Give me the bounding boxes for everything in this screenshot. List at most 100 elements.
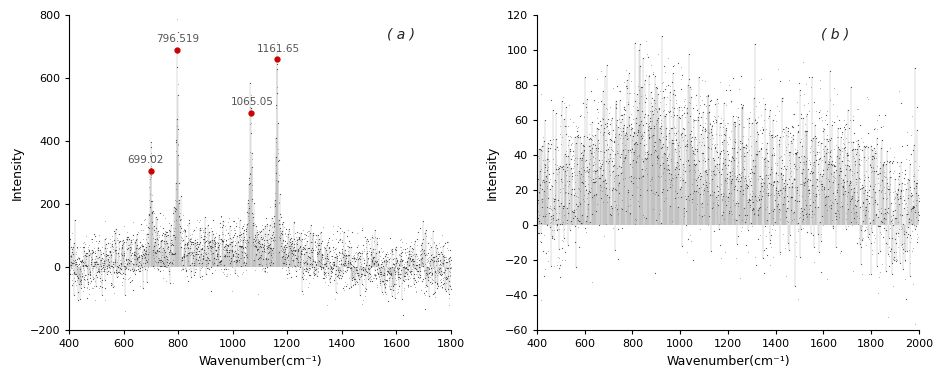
- Point: [560, 205, 575, 211]
- Point: [734, 105, 750, 111]
- Point: [637, 151, 652, 157]
- Point: [657, 113, 672, 119]
- Point: [284, 250, 299, 256]
- Point: [303, 265, 318, 271]
- Point: [443, 283, 458, 289]
- Point: [599, 199, 615, 205]
- Point: [143, 154, 158, 160]
- Point: [563, 148, 578, 154]
- Point: [746, 206, 761, 212]
- Point: [820, 149, 835, 155]
- Point: [645, 96, 660, 102]
- Point: [761, 180, 776, 186]
- Point: [434, 249, 449, 255]
- Point: [797, 179, 812, 185]
- Point: [751, 77, 767, 83]
- Point: [97, 236, 112, 242]
- Point: [624, 163, 639, 169]
- Point: [287, 262, 302, 268]
- Point: [566, 207, 582, 213]
- Point: [387, 246, 402, 252]
- Point: [539, 174, 554, 180]
- Point: [214, 229, 229, 235]
- Point: [119, 233, 134, 240]
- Point: [888, 215, 903, 221]
- Point: [693, 172, 708, 179]
- Point: [278, 255, 293, 262]
- Point: [748, 116, 763, 122]
- Point: [285, 244, 300, 251]
- Point: [683, 128, 699, 134]
- Point: [200, 222, 215, 228]
- Point: [408, 277, 423, 283]
- Point: [395, 257, 410, 263]
- Point: [218, 253, 233, 259]
- Point: [315, 252, 330, 258]
- Point: [150, 259, 165, 265]
- Point: [746, 158, 761, 164]
- Point: [750, 151, 765, 157]
- Point: [645, 108, 660, 114]
- Point: [89, 283, 104, 289]
- Point: [531, 197, 546, 204]
- Point: [865, 147, 880, 153]
- Point: [308, 259, 323, 265]
- Point: [590, 167, 605, 173]
- Point: [705, 200, 720, 207]
- Point: [386, 265, 401, 271]
- Point: [614, 150, 629, 157]
- Point: [168, 208, 183, 215]
- Point: [233, 230, 248, 236]
- Point: [842, 198, 857, 204]
- Point: [94, 244, 110, 250]
- Point: [90, 269, 105, 275]
- Point: [137, 247, 152, 253]
- Point: [596, 159, 611, 165]
- Point: [264, 247, 279, 253]
- Point: [180, 250, 195, 256]
- Point: [278, 244, 294, 250]
- Point: [311, 265, 326, 271]
- Point: [81, 266, 96, 272]
- Point: [125, 265, 140, 271]
- Point: [379, 261, 394, 267]
- Point: [277, 248, 292, 254]
- Point: [408, 265, 423, 271]
- Point: [871, 175, 886, 181]
- Point: [234, 243, 249, 249]
- Point: [128, 267, 143, 273]
- Point: [694, 184, 709, 190]
- Point: [898, 171, 913, 177]
- Point: [818, 159, 833, 165]
- Point: [851, 105, 866, 111]
- Point: [566, 157, 582, 163]
- Point: [217, 236, 232, 242]
- Point: [341, 248, 356, 254]
- Point: [819, 136, 834, 142]
- Point: [340, 227, 355, 233]
- Point: [427, 269, 442, 276]
- Point: [806, 159, 821, 165]
- Point: [291, 257, 306, 263]
- Point: [673, 194, 688, 200]
- Point: [111, 269, 126, 276]
- Point: [772, 206, 787, 212]
- Point: [177, 229, 193, 235]
- Point: [216, 239, 231, 245]
- Point: [188, 243, 203, 249]
- Point: [550, 197, 565, 203]
- Point: [612, 88, 627, 94]
- Point: [887, 194, 902, 200]
- Point: [818, 175, 834, 181]
- Point: [778, 273, 793, 279]
- Point: [208, 241, 223, 247]
- Point: [761, 132, 776, 138]
- Point: [325, 269, 340, 275]
- Point: [251, 246, 266, 252]
- Point: [72, 273, 87, 279]
- Point: [394, 247, 409, 253]
- Point: [599, 123, 615, 129]
- Point: [143, 204, 158, 210]
- Point: [839, 152, 854, 158]
- Point: [221, 243, 236, 249]
